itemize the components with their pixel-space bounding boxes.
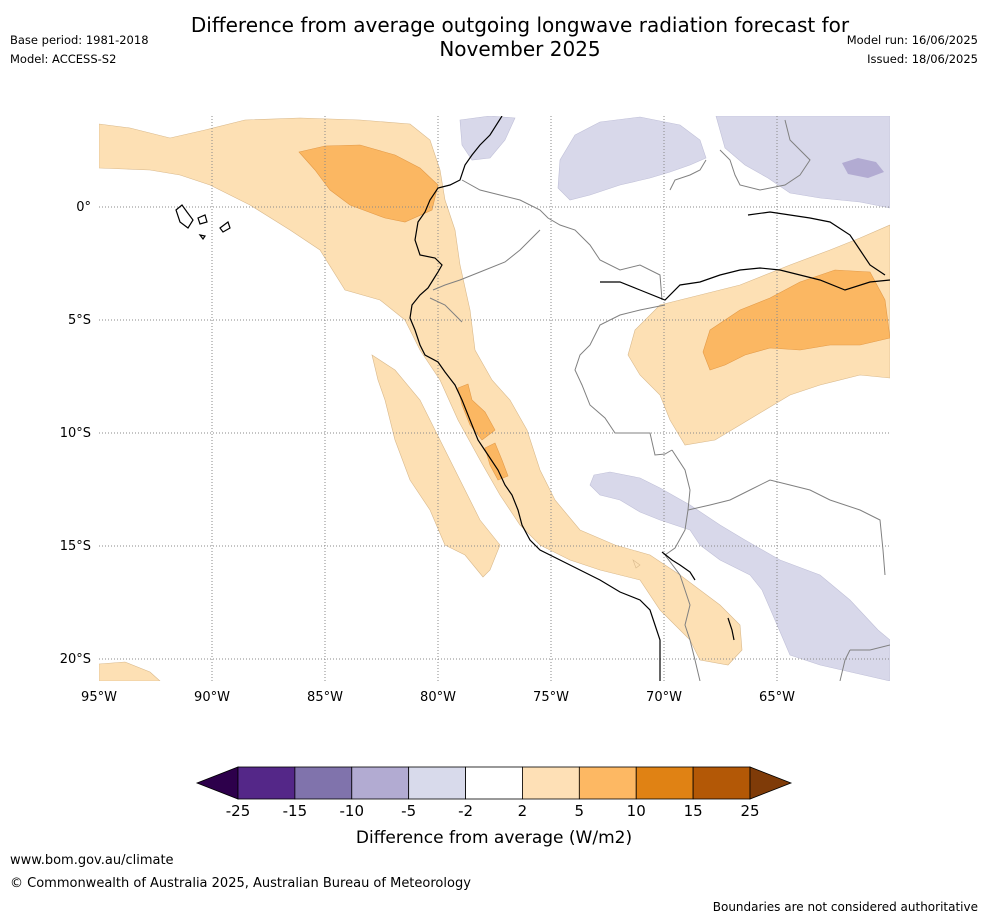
model-run-label: Model run: 16/06/2025 <box>846 33 978 47</box>
anomaly-light-purple <box>459 116 890 681</box>
colorbar-bin <box>237 766 296 800</box>
copyright-text: © Commonwealth of Australia 2025, Austra… <box>10 876 471 891</box>
lon-label: 70°W <box>646 690 682 705</box>
colorbar: -25 -15 -10 -5 -2 2 5 10 15 25 <box>195 766 793 820</box>
colorbar-tick-label: 15 <box>684 802 703 820</box>
lon-label: 95°W <box>81 690 117 705</box>
colorbar-extend-low <box>195 766 239 800</box>
coastlines <box>175 116 890 681</box>
graticule <box>99 116 890 681</box>
model-label: Model: ACCESS-S2 <box>10 52 117 66</box>
anomaly-mid-purple <box>842 158 884 178</box>
base-period-label: Base period: 1981-2018 <box>10 33 149 47</box>
colorbar-bin <box>294 766 353 800</box>
anomaly-mid-orange <box>298 144 890 481</box>
colorbar-tick-label: 25 <box>740 802 759 820</box>
colorbar-bin <box>692 766 751 800</box>
lat-label: 0° <box>76 200 91 215</box>
title-line-2: November 2025 <box>439 37 601 61</box>
colorbar-tick-label: -25 <box>226 802 251 820</box>
disclaimer-text: Boundaries are not considered authoritat… <box>712 900 978 914</box>
lon-label: 90°W <box>194 690 230 705</box>
website-link[interactable]: www.bom.gov.au/climate <box>10 853 174 868</box>
lon-label: 75°W <box>533 690 569 705</box>
lat-label: 15°S <box>60 539 91 554</box>
issued-label: Issued: 18/06/2025 <box>867 52 978 66</box>
lat-label: 5°S <box>68 313 91 328</box>
colorbar-tick-label: -10 <box>340 802 365 820</box>
colorbar-tick-label: -2 <box>458 802 473 820</box>
chart-title: Difference from average outgoing longwav… <box>150 13 890 61</box>
colorbar-tick-label: -15 <box>283 802 308 820</box>
lon-label: 85°W <box>307 690 343 705</box>
colorbar-tick-label: 10 <box>627 802 646 820</box>
colorbar-tick-label: -5 <box>401 802 416 820</box>
title-line-1: Difference from average outgoing longwav… <box>190 13 850 37</box>
colorbar-bin <box>578 766 637 800</box>
latitude-labels: 0° 5°S 10°S 15°S 20°S <box>60 200 91 667</box>
colorbar-tick-label: 2 <box>518 802 528 820</box>
longitude-labels: 95°W 90°W 85°W 80°W 75°W 70°W 65°W <box>81 690 795 705</box>
lat-label: 20°S <box>60 652 91 667</box>
colorbar-extend-high <box>749 766 793 800</box>
colorbar-bin <box>408 766 466 800</box>
colorbar-tick-label: 5 <box>575 802 585 820</box>
colorbar-bin <box>351 766 410 800</box>
colorbar-bin <box>635 766 694 800</box>
lon-label: 80°W <box>420 690 456 705</box>
country-borders <box>429 119 890 681</box>
lon-label: 65°W <box>759 690 795 705</box>
map-area <box>99 116 890 681</box>
lat-label: 10°S <box>60 426 91 441</box>
colorbar-title: Difference from average (W/m2) <box>356 828 632 848</box>
colorbar-bin <box>465 766 523 800</box>
colorbar-bin <box>522 766 580 800</box>
